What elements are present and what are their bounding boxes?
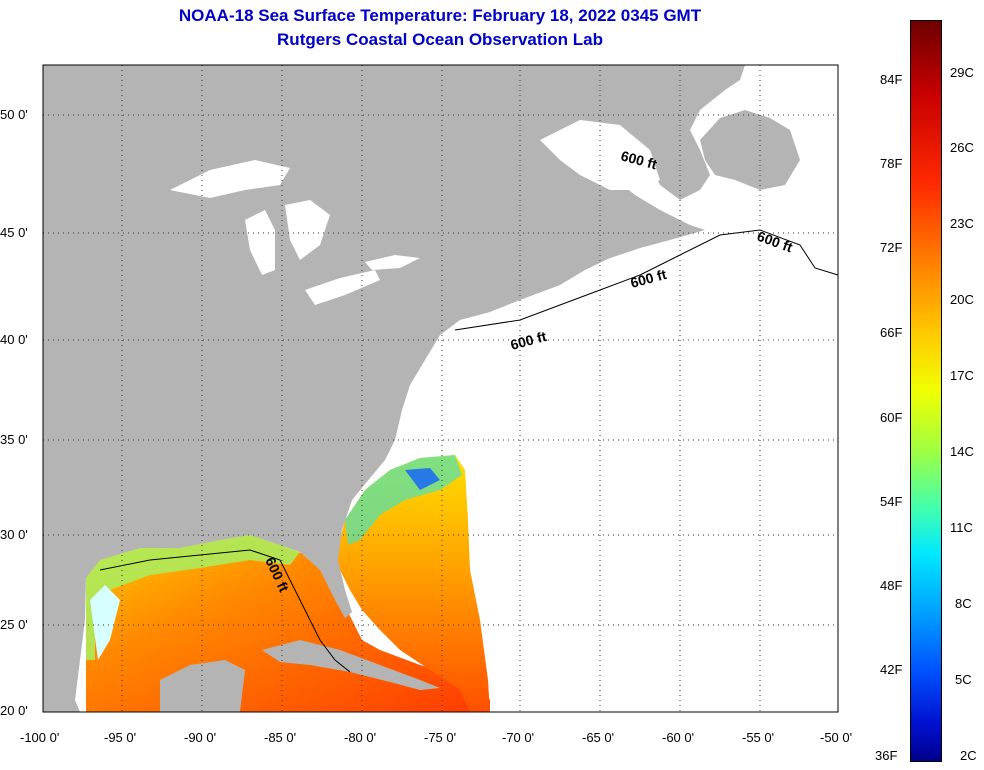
colorbar-f-label: 48F <box>880 578 903 593</box>
colorbar-c-label: 8C <box>955 596 972 611</box>
colorbar-f-label: 78F <box>880 156 903 171</box>
sst-coastal-cool <box>86 535 300 660</box>
colorbar-f-label: 72F <box>880 240 903 255</box>
lat-label: 50 0' <box>0 107 28 122</box>
colorbar-c-label: 14C <box>950 444 974 459</box>
colorbar-f-label: 66F <box>880 325 903 340</box>
colorbar-c-label: 20C <box>950 292 974 307</box>
colorbar-c-label: 17C <box>950 368 974 383</box>
lon-label: -65 0' <box>582 730 615 745</box>
colorbar-f-label: 36F <box>875 748 898 763</box>
colorbar-c-label: 5C <box>955 672 972 687</box>
lon-label: -85 0' <box>264 730 297 745</box>
map-subtitle: Rutgers Coastal Ocean Observation Lab <box>277 30 603 49</box>
colorbar-c-label: 26C <box>950 140 974 155</box>
lon-label: -60 0' <box>662 730 695 745</box>
colorbar-c-label: 23C <box>950 216 974 231</box>
land-yucatan <box>160 660 245 712</box>
great-lakes <box>170 160 420 305</box>
map-title: NOAA-18 Sea Surface Temperature: Februar… <box>178 6 702 25</box>
lat-label: 35 0' <box>0 432 28 447</box>
sst-coastal-cool-2 <box>90 585 120 660</box>
colorbar-f-label: 54F <box>880 494 903 509</box>
land-north-america <box>43 65 745 712</box>
lon-label: -95 0' <box>104 730 137 745</box>
lat-label: 20 0' <box>0 703 28 718</box>
colorbar-f-label: 60F <box>880 410 903 425</box>
land-cuba <box>262 640 440 690</box>
colorbar-f-label: 42F <box>880 662 903 677</box>
lat-label: 25 0' <box>0 617 28 632</box>
lon-label: -80 0' <box>344 730 377 745</box>
colorbar-c-label: 2C <box>960 748 977 763</box>
colorbar-c-label: 11C <box>950 520 973 535</box>
lon-label: -100 0' <box>20 730 60 745</box>
temperature-colorbar <box>910 20 942 762</box>
land-newfoundland <box>700 110 800 190</box>
lat-label: 40 0' <box>0 332 28 347</box>
lon-label: -75 0' <box>424 730 457 745</box>
lon-label: -50 0' <box>820 730 853 745</box>
lon-label: -70 0' <box>502 730 535 745</box>
lon-label: -90 0' <box>184 730 217 745</box>
colorbar-c-label: 29C <box>950 65 974 80</box>
lat-label: 45 0' <box>0 225 28 240</box>
lon-label: -55 0' <box>742 730 775 745</box>
colorbar-f-label: 84F <box>880 72 903 87</box>
lat-label: 30 0' <box>0 527 28 542</box>
